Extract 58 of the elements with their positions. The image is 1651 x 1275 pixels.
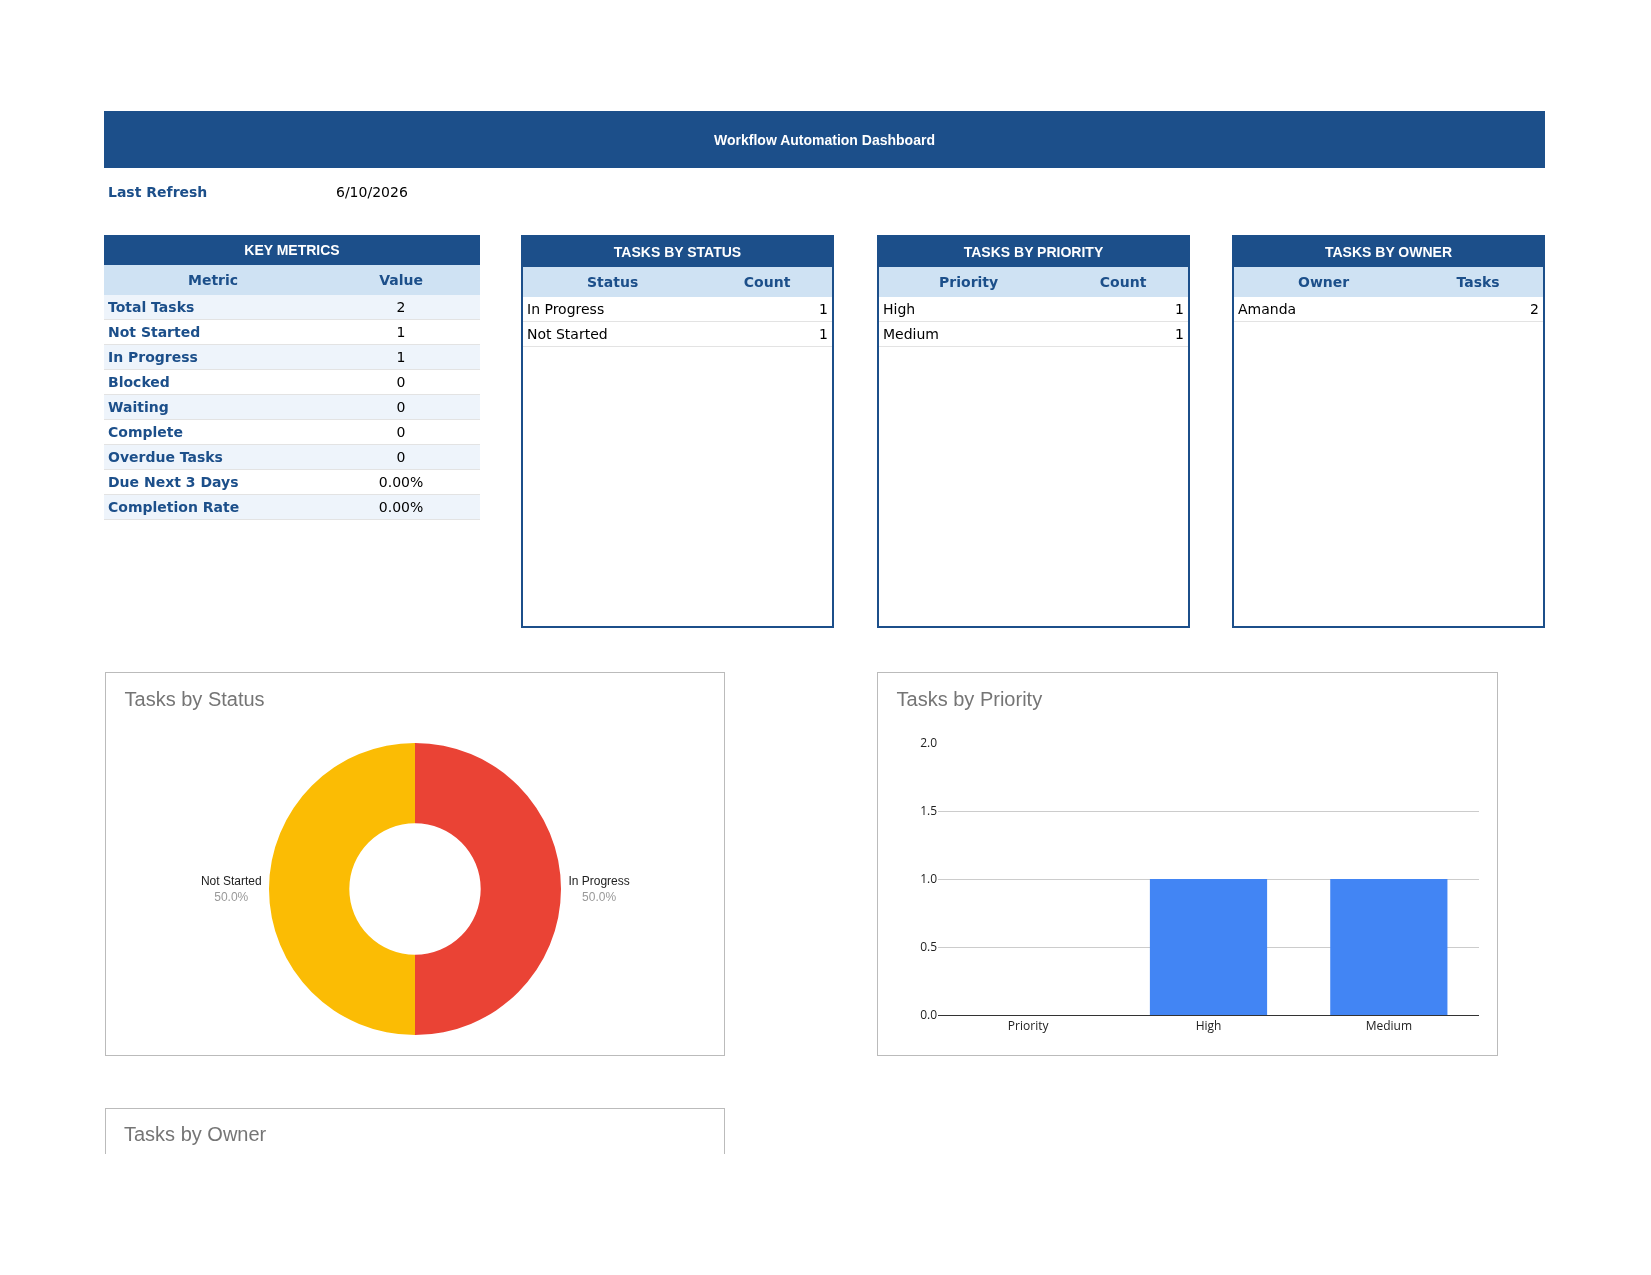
text: In Progress	[523, 297, 703, 322]
data-label: 50.0%	[582, 889, 617, 904]
text: Total Tasks	[104, 295, 323, 320]
text: 1	[322, 319, 480, 345]
text: 0.00%	[322, 494, 480, 520]
text: High	[879, 297, 1059, 322]
y-tick-label: 1.5	[920, 802, 938, 820]
text: Count	[1058, 267, 1188, 297]
text: 1	[322, 344, 480, 370]
slice-label: Not Started	[200, 874, 262, 889]
text: Tasks	[1413, 267, 1543, 297]
text: Value	[322, 265, 480, 295]
y-tick-label: 2.0	[920, 734, 938, 752]
text: 2	[1413, 297, 1543, 322]
text: In Progress	[104, 344, 323, 370]
text: Tasks by Owner	[124, 1123, 267, 1146]
text: 1	[702, 321, 832, 347]
slice-label: In Progress	[568, 874, 630, 889]
chart-title: Tasks by Priority	[896, 688, 1043, 711]
text: Not Started	[523, 321, 703, 347]
text: 1	[702, 297, 832, 322]
text: 1	[1058, 321, 1188, 347]
text: Medium	[879, 321, 1059, 347]
text: TASKS BY OWNER	[1234, 237, 1543, 267]
text: KEY METRICS	[104, 235, 480, 265]
y-tick-label: 0.5	[920, 938, 938, 956]
data-label: 50.0%	[214, 889, 249, 904]
text: Owner	[1234, 267, 1414, 297]
x-tick-label: Priority	[1007, 1017, 1050, 1035]
chart-title: Tasks by Status	[124, 688, 265, 711]
text: Priority	[879, 267, 1059, 297]
text: 0	[322, 369, 480, 395]
text: Blocked	[104, 369, 323, 395]
x-tick-label: High	[1195, 1017, 1222, 1035]
text: TASKS BY PRIORITY	[879, 237, 1188, 267]
text: 0	[322, 394, 480, 420]
text: Workflow Automation Dashboard	[104, 111, 1545, 168]
text: Last Refresh	[108, 184, 208, 200]
text: Status	[523, 267, 703, 297]
text: Amanda	[1234, 297, 1414, 322]
text: Overdue Tasks	[104, 444, 323, 470]
x-tick-label: Medium	[1365, 1017, 1413, 1035]
text: 2	[322, 295, 480, 320]
text: 0	[322, 419, 480, 445]
text: 1	[1058, 297, 1188, 322]
text: Count	[702, 267, 832, 297]
y-tick-label: 0.0	[920, 1006, 938, 1024]
text: 0.00%	[322, 469, 480, 495]
text: 6/10/2026	[336, 184, 408, 200]
text: Metric	[104, 265, 323, 295]
y-tick-label: 1.0	[920, 870, 938, 888]
text: TASKS BY STATUS	[523, 237, 832, 267]
text: Not Started	[104, 319, 323, 345]
text: Waiting	[104, 394, 323, 420]
text: Due Next 3 Days	[104, 469, 323, 495]
text: 0	[322, 444, 480, 470]
text: Complete	[104, 419, 323, 445]
text: Completion Rate	[104, 494, 323, 520]
